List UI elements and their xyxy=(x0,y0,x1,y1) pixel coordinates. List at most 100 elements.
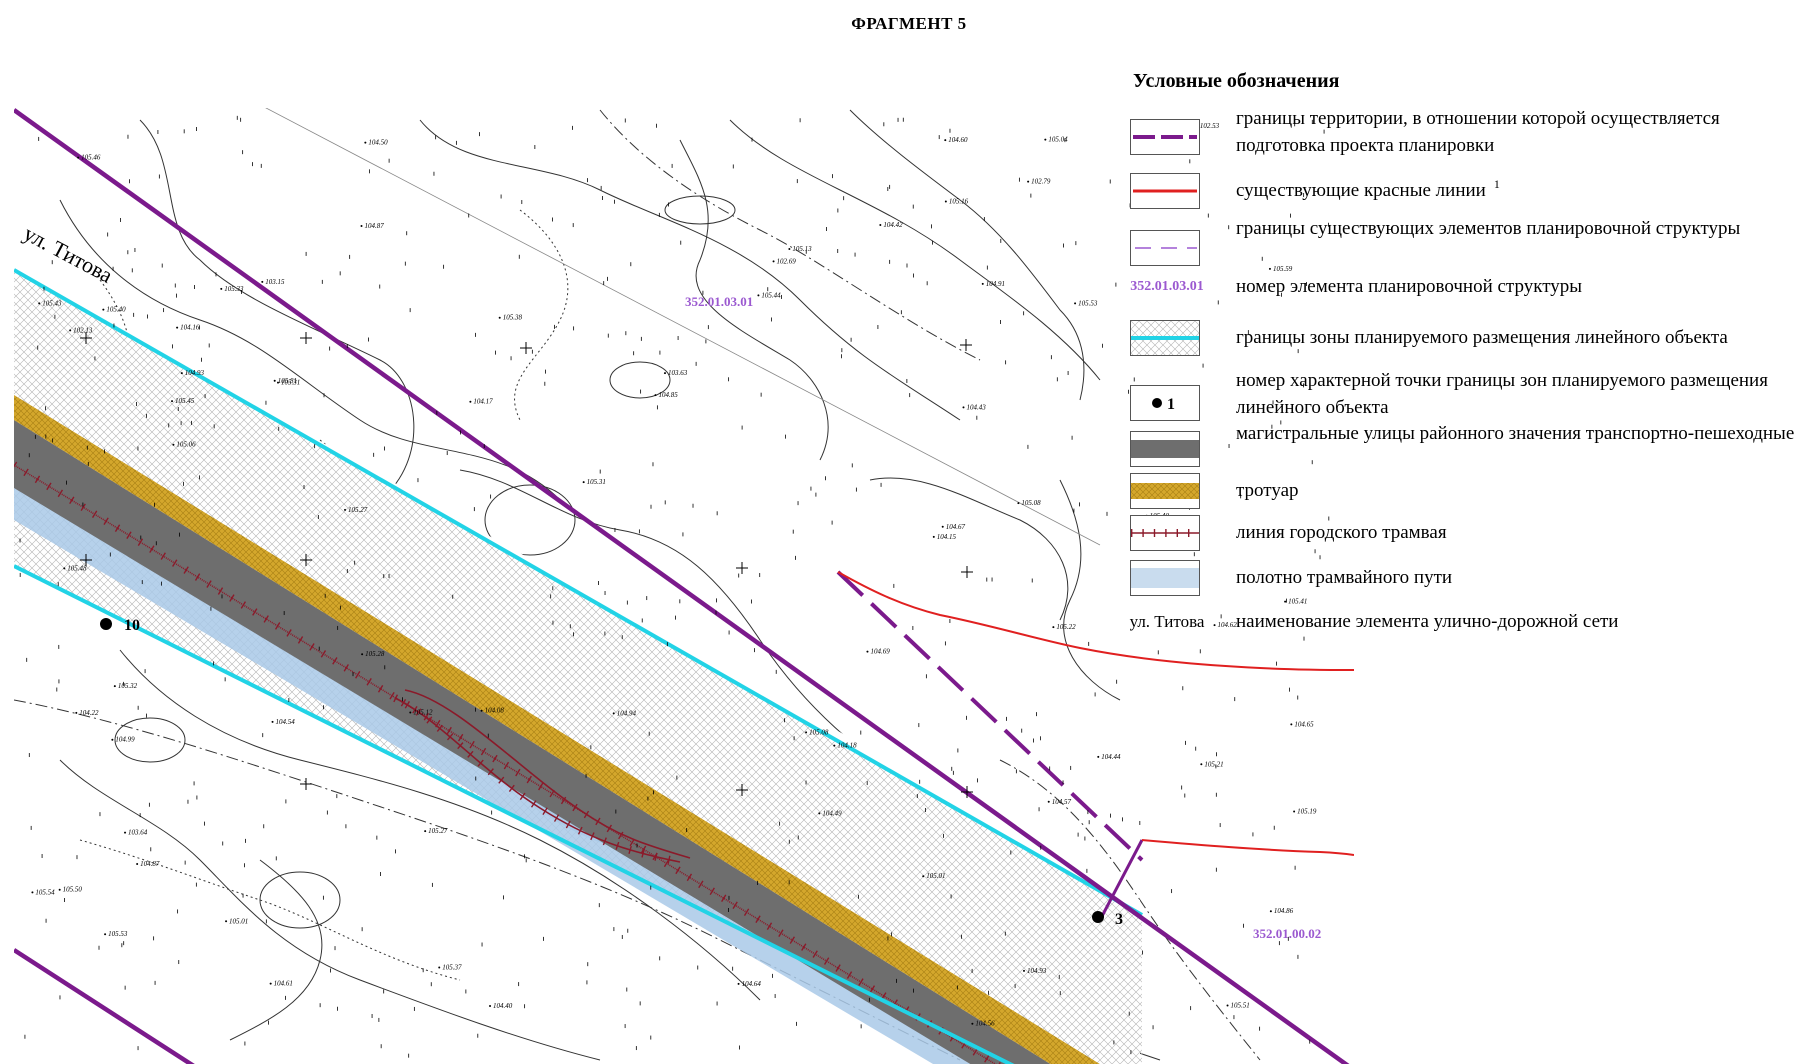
elevation-label: 104.87 xyxy=(365,222,385,230)
elevation-point xyxy=(1226,1004,1229,1007)
elevation-point xyxy=(469,400,472,403)
point-10-label: 10 xyxy=(124,617,140,634)
legend-text-boundary: границы территории, в отношении которой … xyxy=(1236,108,1720,156)
elevation-label: 105.40 xyxy=(106,306,126,314)
legend-symbol-point: 1 xyxy=(1130,385,1200,421)
elevation-label: 105.01 xyxy=(229,917,248,925)
point-3-marker xyxy=(1092,911,1104,923)
elevation-label: 104.99 xyxy=(115,736,135,744)
elevation-point xyxy=(654,394,657,397)
elevation-label: 105.08 xyxy=(1021,499,1041,507)
elevation-point xyxy=(805,731,808,734)
elevation-label: 105.12 xyxy=(413,708,433,716)
elevation-point xyxy=(220,287,223,290)
elevation-label: 105.28 xyxy=(365,650,385,658)
elevation-point xyxy=(409,711,412,714)
elevation-label: 104.67 xyxy=(946,523,966,531)
legend-text-zone: границы зоны планируемого размещения лин… xyxy=(1236,327,1728,348)
tram-spur-2 xyxy=(404,689,691,859)
elevation-point xyxy=(1293,810,1296,813)
elevation-point xyxy=(1027,180,1030,183)
elevation-point xyxy=(922,875,925,878)
elevation-point xyxy=(944,139,947,142)
elevation-point xyxy=(737,982,740,985)
elevation-label: 105.48 xyxy=(67,564,87,572)
street-label: ул. Титова xyxy=(20,220,117,288)
elevation-label: 105.53 xyxy=(108,930,128,938)
elevation-point xyxy=(1268,267,1271,270)
elevation-point xyxy=(757,294,760,297)
elevation-point xyxy=(612,712,615,715)
elevation-label: 104.93 xyxy=(1027,967,1047,975)
elevation-label: 104.86 xyxy=(1274,907,1294,915)
elevation-label: 104.49 xyxy=(822,809,842,817)
elevation-label: 105.08 xyxy=(809,728,829,736)
legend-sample-element-number: 352.01.03.01 xyxy=(1130,279,1204,294)
elevation-label: 105.22 xyxy=(1056,623,1076,631)
elevation-point xyxy=(582,481,585,484)
elevation-label: 105.27 xyxy=(428,827,448,835)
elevation-label: 104.40 xyxy=(493,1002,513,1010)
elevation-point xyxy=(111,738,114,741)
elevation-label: 102.69 xyxy=(777,257,797,265)
legend-title: Условные обозначения xyxy=(1133,70,1340,92)
elevation-label: 105.16 xyxy=(949,198,969,206)
legend-point-sample: 1 xyxy=(1167,396,1175,413)
elevation-point xyxy=(818,812,821,815)
elevation-label: 105.13 xyxy=(792,245,812,253)
elevation-point xyxy=(344,508,347,511)
legend-symbol-zone xyxy=(1130,320,1200,356)
point-3-label: 3 xyxy=(1115,911,1123,928)
elevation-label: 104.16 xyxy=(180,324,200,332)
elevation-label: 105.59 xyxy=(1273,265,1293,273)
elevation-label: 104.69 xyxy=(870,648,890,656)
elevation-label: 104.62 xyxy=(1218,621,1238,629)
elevation-label: 105.54 xyxy=(35,888,55,896)
elevation-point xyxy=(1097,755,1100,758)
elevation-label: 104.85 xyxy=(658,391,678,399)
point-10-marker xyxy=(100,618,112,630)
elevation-label: 104.43 xyxy=(966,403,986,411)
tram-spur xyxy=(394,697,681,863)
elevation-label: 105.50 xyxy=(63,886,83,894)
elevation-point xyxy=(1074,302,1077,305)
legend-text-street-name: наименование элемента улично-дорожной се… xyxy=(1236,611,1619,632)
legend-symbol-elements xyxy=(1130,230,1200,266)
elevation-label: 104.42 xyxy=(883,221,903,229)
legend-symbol-road xyxy=(1130,431,1200,467)
elevation-point xyxy=(663,372,666,375)
elevation-label: 105.45 xyxy=(175,397,195,405)
elevation-label: 105.46 xyxy=(81,154,101,162)
elevation-point xyxy=(438,966,441,969)
legend-sample-street-name: ул. Титова xyxy=(1129,612,1205,631)
grid-crosses xyxy=(80,332,973,798)
elevation-label: 104.18 xyxy=(837,742,857,750)
zone-area xyxy=(14,270,1142,1064)
elevation-point xyxy=(31,891,34,894)
elevation-point xyxy=(277,381,279,384)
legend-text-tram-bed: полотно трамвайного пути xyxy=(1236,567,1453,588)
elevation-label: 105.33 xyxy=(224,285,244,293)
elevation-label: 104.44 xyxy=(1101,753,1121,761)
elevation-label: 105.37 xyxy=(442,964,462,972)
elevation-label: 102.53 xyxy=(1200,122,1220,130)
elevation-point xyxy=(269,982,272,985)
legend-text-elements: границы существующих элементов планирово… xyxy=(1236,218,1741,239)
elevation-label: 103.64 xyxy=(128,829,148,837)
thin-grey-line xyxy=(265,108,1101,546)
elevation-label: 105.41 xyxy=(1288,598,1307,606)
elevation-label: 103.15 xyxy=(265,278,285,286)
elevation-label: 104.65 xyxy=(1294,720,1314,728)
elevation-point xyxy=(273,379,276,382)
elevation-point xyxy=(102,308,105,311)
elevation-point xyxy=(361,653,364,656)
elevation-point xyxy=(480,709,483,712)
elevation-point xyxy=(113,685,116,688)
territory-boundary-main xyxy=(14,108,1350,1064)
elevation-point xyxy=(124,831,127,834)
zone-boundary-top xyxy=(14,268,1143,917)
legend-text-road: магистральные улицы районного значения т… xyxy=(1236,423,1795,444)
elevation-point xyxy=(58,888,61,891)
elevation-label: 104.61 xyxy=(274,980,293,988)
